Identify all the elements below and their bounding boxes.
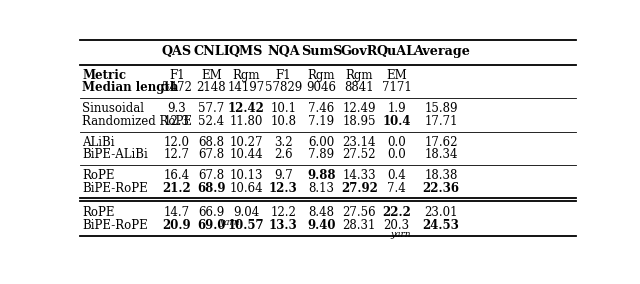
Text: 10.64: 10.64 [229, 181, 263, 195]
Text: 57.7: 57.7 [198, 102, 225, 115]
Text: 23.14: 23.14 [342, 136, 376, 149]
Text: 69.0: 69.0 [197, 219, 226, 231]
Text: 3.2: 3.2 [274, 136, 292, 149]
Text: 17.71: 17.71 [424, 114, 458, 128]
Text: 9.04: 9.04 [233, 206, 259, 219]
Text: 9.3: 9.3 [167, 102, 186, 115]
Text: SumS: SumS [301, 45, 342, 58]
Text: 66.9: 66.9 [198, 206, 225, 219]
Text: 67.8: 67.8 [198, 149, 225, 162]
Text: 12.42: 12.42 [228, 102, 264, 115]
Text: 11.80: 11.80 [230, 114, 263, 128]
Text: 8.13: 8.13 [308, 181, 335, 195]
Text: 0.0: 0.0 [387, 149, 406, 162]
Text: 27.92: 27.92 [341, 181, 378, 195]
Text: 24.53: 24.53 [422, 219, 460, 231]
Text: 68.9: 68.9 [197, 181, 226, 195]
Text: QMS: QMS [229, 45, 263, 58]
Text: 9.40: 9.40 [307, 219, 336, 231]
Text: 7.46: 7.46 [308, 102, 335, 115]
Text: 0.4: 0.4 [387, 169, 406, 182]
Text: 8.48: 8.48 [308, 206, 335, 219]
Text: 27.52: 27.52 [342, 149, 376, 162]
Text: 18.95: 18.95 [342, 114, 376, 128]
Text: 15.89: 15.89 [424, 102, 458, 115]
Text: 22.2: 22.2 [382, 206, 411, 219]
Text: 67.8: 67.8 [198, 169, 225, 182]
Text: yarn: yarn [391, 230, 412, 239]
Text: 13.3: 13.3 [269, 219, 298, 231]
Text: 7.89: 7.89 [308, 149, 335, 162]
Text: ALiBi: ALiBi [83, 136, 115, 149]
Text: 10.1: 10.1 [270, 102, 296, 115]
Text: QuAL: QuAL [377, 45, 416, 58]
Text: 28.31: 28.31 [342, 219, 376, 231]
Text: 2148: 2148 [196, 82, 227, 95]
Text: 10.57: 10.57 [228, 219, 264, 231]
Text: RoPE: RoPE [83, 169, 115, 182]
Text: 14.33: 14.33 [342, 169, 376, 182]
Text: Randomized RoPE: Randomized RoPE [83, 114, 193, 128]
Text: F1: F1 [169, 69, 184, 82]
Text: 23.01: 23.01 [424, 206, 458, 219]
Text: 18.34: 18.34 [424, 149, 458, 162]
Text: 68.8: 68.8 [198, 136, 225, 149]
Text: 10.13: 10.13 [229, 169, 263, 182]
Text: EM: EM [386, 69, 407, 82]
Text: 12.2: 12.2 [271, 206, 296, 219]
Text: 2.6: 2.6 [274, 149, 292, 162]
Text: 12.7: 12.7 [164, 149, 189, 162]
Text: BiPE-RoPE: BiPE-RoPE [83, 219, 148, 231]
Text: 12.3: 12.3 [164, 114, 189, 128]
Text: Rgm: Rgm [346, 69, 373, 82]
Text: EM: EM [201, 69, 222, 82]
Text: 12.49: 12.49 [342, 102, 376, 115]
Text: 10.44: 10.44 [229, 149, 263, 162]
Text: NQA: NQA [267, 45, 300, 58]
Text: 8841: 8841 [344, 82, 374, 95]
Text: BiPE-ALiBi: BiPE-ALiBi [83, 149, 148, 162]
Text: 10.27: 10.27 [229, 136, 263, 149]
Text: Median length: Median length [83, 82, 179, 95]
Text: 9.7: 9.7 [274, 169, 292, 182]
Text: 5472: 5472 [162, 82, 191, 95]
Text: 10.4: 10.4 [382, 114, 411, 128]
Text: 14197: 14197 [228, 82, 265, 95]
Text: RoPE: RoPE [83, 206, 115, 219]
Text: 17.62: 17.62 [424, 136, 458, 149]
Text: 21.2: 21.2 [163, 181, 191, 195]
Text: QAS: QAS [162, 45, 192, 58]
Text: 27.56: 27.56 [342, 206, 376, 219]
Text: Rgm: Rgm [308, 69, 335, 82]
Text: 10.8: 10.8 [270, 114, 296, 128]
Text: 20.3: 20.3 [383, 219, 410, 231]
Text: GovR: GovR [340, 45, 378, 58]
Text: 12.3: 12.3 [269, 181, 298, 195]
Text: 12.0: 12.0 [164, 136, 189, 149]
Text: 52.4: 52.4 [198, 114, 225, 128]
Text: 6.00: 6.00 [308, 136, 335, 149]
Text: 1.9: 1.9 [387, 102, 406, 115]
Text: 9046: 9046 [307, 82, 337, 95]
Text: CNLI: CNLI [193, 45, 230, 58]
Text: 22.36: 22.36 [422, 181, 460, 195]
Text: F1: F1 [276, 69, 291, 82]
Text: 0.0: 0.0 [387, 136, 406, 149]
Text: yarn: yarn [220, 218, 240, 227]
Text: 20.9: 20.9 [163, 219, 191, 231]
Text: BiPE-RoPE: BiPE-RoPE [83, 181, 148, 195]
Text: 18.38: 18.38 [424, 169, 458, 182]
Text: 9.88: 9.88 [307, 169, 336, 182]
Text: 7.4: 7.4 [387, 181, 406, 195]
Text: 16.4: 16.4 [164, 169, 190, 182]
Text: 57829: 57829 [265, 82, 302, 95]
Text: Metric: Metric [83, 69, 127, 82]
Text: 7.19: 7.19 [308, 114, 335, 128]
Text: Sinusoidal: Sinusoidal [83, 102, 145, 115]
Text: 7171: 7171 [381, 82, 412, 95]
Text: Average: Average [413, 45, 470, 58]
Text: 14.7: 14.7 [164, 206, 190, 219]
Text: Rgm: Rgm [232, 69, 260, 82]
